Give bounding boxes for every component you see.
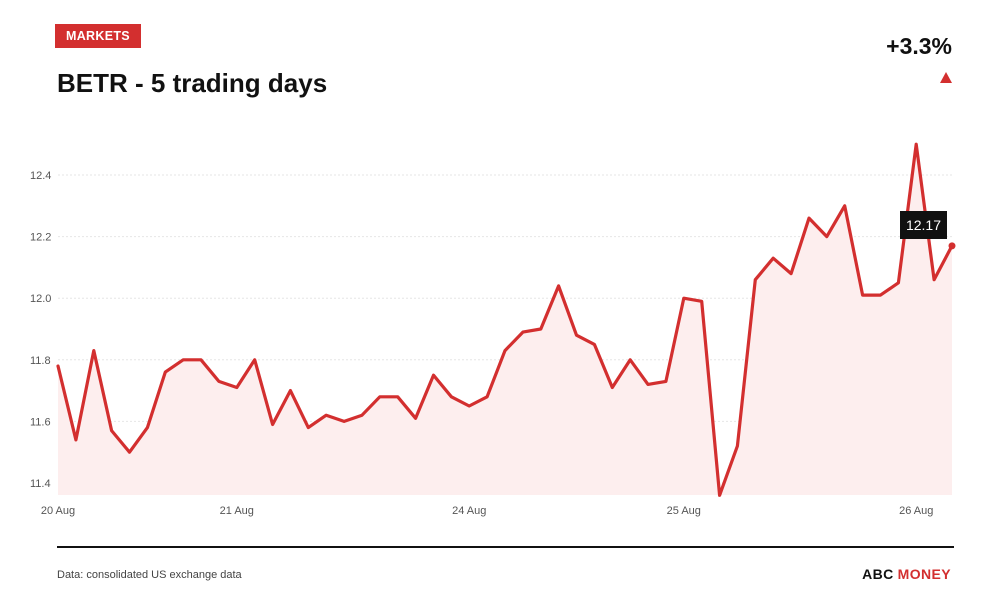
y-tick-label: 12.2	[30, 232, 51, 244]
price-line	[56, 142, 954, 497]
y-tick-label: 12.4	[30, 170, 51, 182]
last-value-box	[900, 211, 947, 239]
brand-abc: ABC	[862, 566, 894, 582]
price-area	[58, 144, 952, 496]
footer-divider	[57, 546, 954, 548]
up-arrow-icon	[940, 72, 952, 83]
chart-title: BETR - 5 trading days	[57, 68, 328, 98]
x-tick-label: 21 Aug	[220, 505, 254, 517]
x-tick-label: 26 Aug	[899, 505, 933, 517]
section-badge: MARKETS	[55, 24, 141, 48]
y-tick-label: 11.6	[30, 416, 51, 428]
x-tick-label: 24 Aug	[452, 505, 486, 517]
brand-money: MONEY	[897, 566, 951, 582]
y-tick-label: 12.0	[30, 293, 51, 305]
data-source: Data: consolidated US exchange data	[57, 569, 242, 581]
percent-change: +3.3%	[886, 33, 952, 59]
last-value-label: 12.17	[906, 217, 941, 233]
x-tick-label: 20 Aug	[41, 505, 75, 517]
y-tick-label: 11.8	[30, 355, 51, 367]
y-tick-label: 11.4	[30, 478, 51, 490]
line-chart: 11.4 11.6 11.8 12.0 12.2 12.4 20 Aug 21 Aug 24 …	[30, 142, 956, 517]
brand-logo: ABC MONEY	[862, 566, 951, 582]
last-point-marker	[948, 242, 956, 250]
x-tick-label: 25 Aug	[667, 505, 701, 517]
